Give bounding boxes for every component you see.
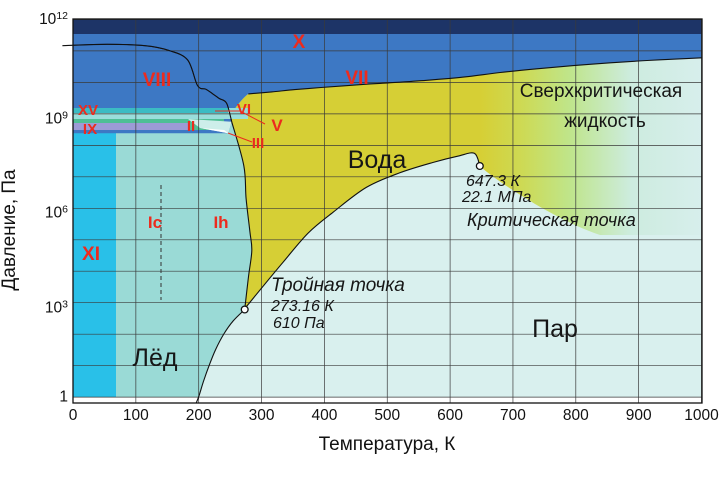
svg-text:Ic: Ic <box>148 213 162 232</box>
svg-text:Пар: Пар <box>532 315 578 343</box>
svg-text:273.16 К: 273.16 К <box>270 298 335 315</box>
svg-text:100: 100 <box>123 407 149 424</box>
svg-text:IX: IX <box>83 121 97 138</box>
svg-text:X: X <box>293 32 306 53</box>
svg-text:Критическая точка: Критическая точка <box>467 210 636 230</box>
svg-text:Давление, Па: Давление, Па <box>0 169 20 291</box>
svg-text:600: 600 <box>437 407 463 424</box>
svg-text:V: V <box>271 116 283 135</box>
svg-text:610 Па: 610 Па <box>273 315 325 332</box>
svg-text:22.1 МПа: 22.1 МПа <box>461 189 532 206</box>
svg-text:II: II <box>187 118 195 135</box>
svg-text:109: 109 <box>45 110 68 128</box>
svg-text:1012: 1012 <box>39 10 68 28</box>
svg-text:400: 400 <box>311 407 337 424</box>
svg-text:800: 800 <box>563 407 589 424</box>
svg-text:III: III <box>252 135 265 152</box>
svg-text:200: 200 <box>186 407 212 424</box>
svg-text:Вода: Вода <box>348 146 407 174</box>
svg-text:103: 103 <box>45 299 68 317</box>
svg-text:300: 300 <box>249 407 275 424</box>
svg-text:500: 500 <box>374 407 400 424</box>
svg-text:жидкость: жидкость <box>564 111 646 132</box>
svg-text:1: 1 <box>59 389 68 406</box>
svg-text:1000: 1000 <box>684 407 719 424</box>
svg-text:647.3 К: 647.3 К <box>466 173 521 190</box>
svg-text:106: 106 <box>45 204 68 222</box>
svg-text:Ih: Ih <box>213 213 228 232</box>
svg-text:XV: XV <box>78 102 98 119</box>
svg-text:900: 900 <box>626 407 652 424</box>
svg-text:VII: VII <box>345 68 368 89</box>
svg-text:Лёд: Лёд <box>133 344 178 372</box>
svg-text:Температура, К: Температура, К <box>319 434 456 455</box>
svg-text:XI: XI <box>82 244 100 265</box>
svg-text:700: 700 <box>500 407 526 424</box>
svg-text:VIII: VIII <box>143 70 172 91</box>
svg-text:Сверхкритическая: Сверхкритическая <box>520 81 682 102</box>
svg-text:Тройная точка: Тройная точка <box>271 275 405 296</box>
svg-text:0: 0 <box>69 407 78 424</box>
